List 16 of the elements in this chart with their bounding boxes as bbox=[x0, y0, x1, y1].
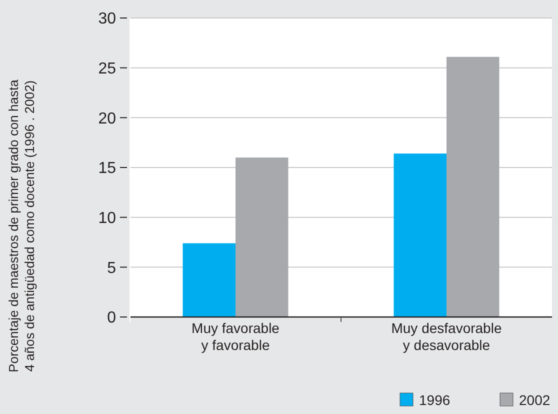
x-tick-label: Muy favorable y favorable bbox=[192, 320, 280, 353]
y-tick-label: 20 bbox=[98, 110, 116, 128]
y-tick-label: 15 bbox=[98, 160, 116, 178]
legend-label: 1996 bbox=[419, 392, 450, 408]
bar bbox=[394, 154, 446, 317]
y-axis-title: Porcentaje de maestros de primer grado con hasta 4 años de antigüedad como docente (1996 . 2002) bbox=[6, 78, 37, 372]
y-tick-label: 30 bbox=[98, 10, 116, 28]
bar bbox=[236, 158, 288, 317]
y-tick-label: 0 bbox=[107, 310, 116, 327]
y-tick-label: 10 bbox=[98, 210, 116, 227]
y-tick-label: 25 bbox=[98, 60, 116, 78]
x-tick-label: Muy desfavorable y desavorable bbox=[391, 320, 502, 353]
bar bbox=[446, 56, 500, 317]
legend-label: 2002 bbox=[519, 392, 550, 408]
y-tick-label: 5 bbox=[107, 260, 116, 277]
bar bbox=[182, 243, 236, 317]
